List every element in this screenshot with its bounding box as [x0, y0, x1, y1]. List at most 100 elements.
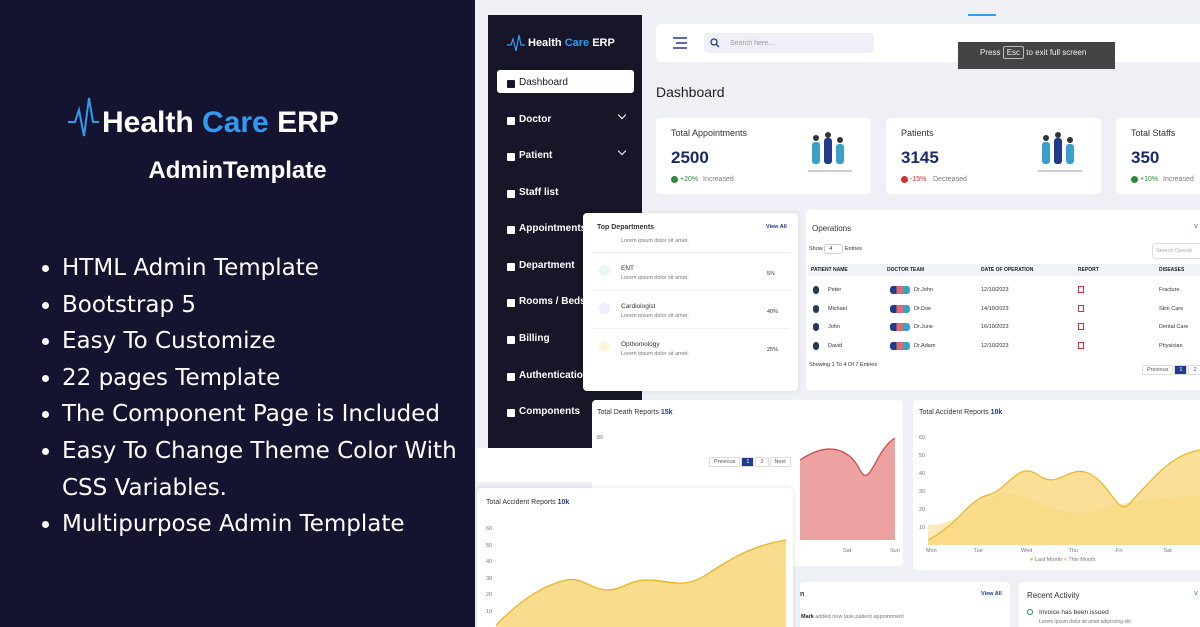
search-box[interactable] — [704, 33, 874, 53]
stat-change: +20% — [680, 176, 699, 183]
activity-card — [1019, 582, 1200, 627]
sidebar-item[interactable]: Doctor — [519, 114, 552, 125]
operation-date: 12/10/2023 — [981, 287, 1009, 293]
dept-desc: Lorem ipsum dolor sit amet. — [621, 313, 689, 319]
stat-value: 2500 — [671, 148, 709, 167]
stat-change: -15% — [910, 176, 927, 183]
patient-avatar — [813, 286, 819, 294]
y-tick-label: 60 — [486, 526, 493, 532]
doctor-avatars — [890, 286, 910, 294]
y-tick-label: 30 — [919, 489, 926, 495]
sidebar-item[interactable]: Appointments — [519, 223, 587, 234]
logo: Health Care ERP — [102, 106, 339, 140]
x-tick-label: Sun — [890, 548, 900, 554]
report-icon[interactable] — [1078, 304, 1084, 312]
page-button[interactable]: Next — [769, 457, 791, 467]
report-icon[interactable] — [1078, 286, 1084, 293]
sidebar-item[interactable]: Department — [519, 260, 575, 271]
y-tick-label: 20 — [486, 592, 493, 598]
view-all[interactable]: View All — [766, 224, 787, 230]
card-title: Total Accident Reports 10k — [486, 499, 569, 506]
page-button[interactable]: 1 — [1174, 365, 1188, 375]
total: 10k — [557, 499, 570, 506]
y-tick-label: 50 — [486, 542, 493, 549]
patient-avatar — [813, 341, 819, 350]
logo-word: Care — [202, 106, 269, 139]
entries-select[interactable]: 4 — [824, 244, 844, 254]
departments-card — [583, 213, 798, 391]
legend-label: This Month — [1068, 557, 1096, 563]
report-icon[interactable] — [1078, 323, 1084, 330]
doctor-avatars — [890, 304, 910, 313]
search-icon — [710, 38, 720, 48]
disease: Skin Care — [1159, 305, 1184, 312]
dept-desc: Lorem ipsum dolor sit amet. — [621, 351, 689, 357]
pagination: Previous 1 2 Next — [709, 450, 792, 468]
divider — [592, 252, 790, 253]
page-button[interactable]: 2 — [1188, 365, 1200, 375]
dept-pct: 5% — [767, 271, 775, 277]
sidebar-icon — [507, 190, 515, 198]
sidebar-item[interactable]: Authentication — [519, 370, 589, 381]
pulse-icon — [507, 34, 525, 52]
sidebar-item[interactable]: Staff list — [519, 187, 559, 198]
activity-dot — [1027, 609, 1033, 615]
title: Total Accident Reports — [486, 499, 556, 506]
feature-item: Multipurpose Admin Template — [38, 506, 458, 543]
sidebar-item[interactable]: Components — [519, 406, 581, 417]
view-all[interactable]: V — [1194, 591, 1198, 597]
sidebar-icon — [507, 409, 515, 417]
sidebar-item[interactable]: Billing — [519, 333, 550, 344]
x-tick-label: Wed — [1021, 548, 1033, 554]
dept-icon — [599, 265, 610, 276]
page-button[interactable]: 2 — [755, 457, 769, 467]
sidebar-item[interactable]: Patient — [519, 150, 553, 161]
patient-avatar — [813, 323, 819, 331]
view-all[interactable]: View All — [981, 591, 1002, 597]
feature-list: HTML Admin Template Bootstrap 5 Easy To Cu… — [38, 250, 458, 543]
card-title: Total Accident Reports 10k — [919, 409, 1002, 416]
illustration — [1038, 132, 1082, 172]
y-tick-label: 10 — [486, 608, 493, 615]
dept-icon — [599, 341, 610, 352]
page-button[interactable]: Previous — [1142, 365, 1174, 375]
y-tick-label: 40 — [919, 471, 926, 477]
page-button[interactable]: Previous — [709, 457, 741, 467]
total: 15k — [660, 409, 673, 416]
dept-pct: 25% — [767, 347, 779, 353]
view-all[interactable]: V — [1194, 224, 1198, 230]
page-button[interactable]: 1 — [741, 457, 755, 467]
sender: Mark — [801, 614, 814, 620]
sidebar-icon — [507, 336, 515, 344]
patient-name: David — [828, 342, 843, 349]
trend-dot — [671, 176, 678, 183]
disease: Dental Care — [1159, 324, 1189, 330]
stat-trend: Increased — [703, 176, 734, 183]
y-tick-label: 10 — [919, 525, 926, 531]
y-tick-label: 30 — [486, 575, 493, 582]
sidebar-icon — [507, 373, 515, 381]
search-placeholder: Search here... — [730, 40, 774, 47]
trend-dot — [1131, 176, 1138, 183]
report-icon[interactable] — [1078, 341, 1084, 349]
stat-trend: Decreased — [933, 176, 967, 183]
stat-card — [886, 118, 1101, 194]
card-title: Operations — [812, 224, 852, 233]
illustration — [808, 132, 852, 172]
sidebar-icon — [507, 226, 515, 234]
patient-name: Peter — [828, 287, 842, 293]
stat-label: Total Appointments — [671, 128, 748, 138]
table-search[interactable]: Search Operat — [1152, 243, 1200, 259]
sidebar-item[interactable]: Rooms / Beds — [519, 296, 586, 307]
logo-word: Health — [102, 106, 194, 139]
menu-icon[interactable] — [672, 37, 688, 49]
card-title: Top Departments — [597, 224, 655, 231]
y-tick-label: 20 — [919, 507, 926, 513]
dept-name: Opthomology — [621, 341, 660, 348]
death-area — [800, 437, 896, 540]
y-tick-label: 50 — [919, 453, 926, 459]
table-header: DATE OF OPERATION — [981, 267, 1034, 273]
sidebar-item[interactable]: Dashboard — [519, 77, 568, 88]
doctor-avatars — [890, 341, 910, 350]
